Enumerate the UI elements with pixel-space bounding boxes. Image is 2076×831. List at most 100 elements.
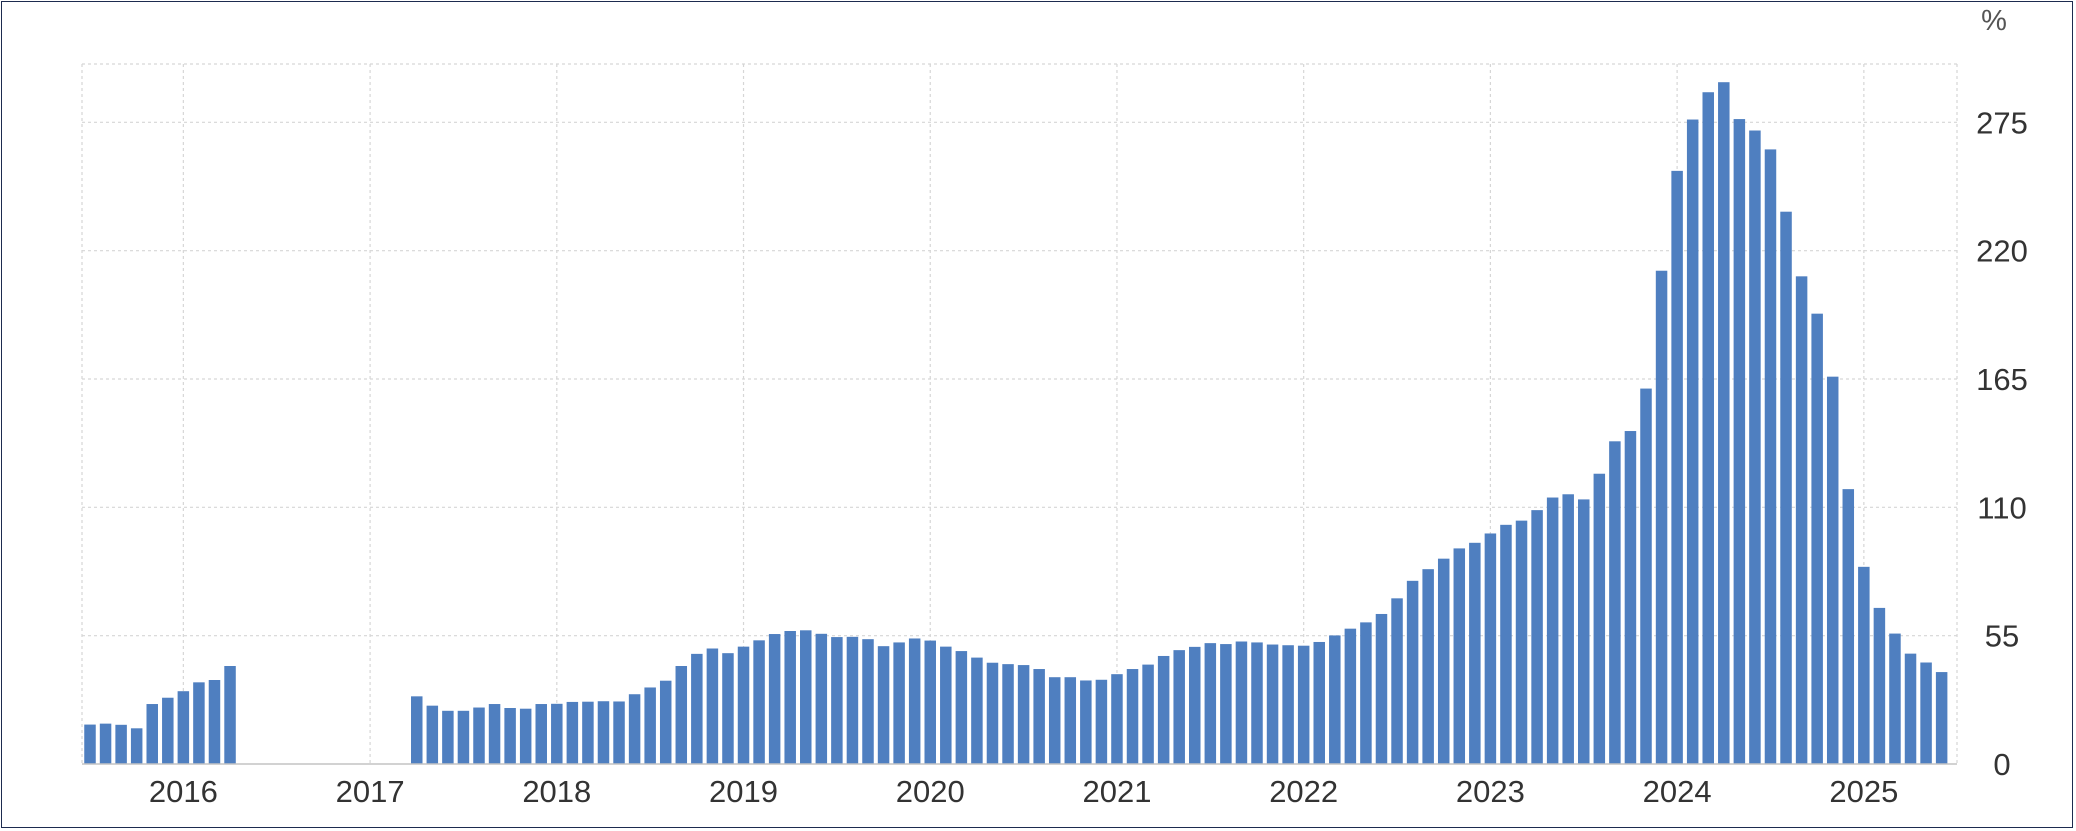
- bar[interactable]: [1935, 672, 1948, 764]
- bar[interactable]: [1313, 641, 1325, 764]
- bar[interactable]: [1126, 669, 1139, 764]
- bar[interactable]: [1749, 130, 1761, 765]
- bar[interactable]: [162, 697, 174, 764]
- bar[interactable]: [691, 653, 703, 764]
- bar[interactable]: [1842, 489, 1855, 764]
- bar[interactable]: [1002, 664, 1014, 764]
- bar[interactable]: [1624, 431, 1637, 764]
- bar[interactable]: [488, 704, 501, 764]
- bar[interactable]: [644, 687, 656, 764]
- bar[interactable]: [1826, 376, 1839, 764]
- bar[interactable]: [535, 704, 547, 764]
- bar[interactable]: [784, 631, 796, 764]
- bar[interactable]: [1297, 645, 1310, 764]
- bar[interactable]: [84, 724, 96, 764]
- bar[interactable]: [877, 646, 890, 764]
- bar[interactable]: [1780, 211, 1792, 764]
- bar[interactable]: [862, 639, 874, 764]
- bar[interactable]: [846, 636, 859, 764]
- bar[interactable]: [753, 640, 765, 764]
- bar[interactable]: [768, 634, 781, 764]
- bar[interactable]: [1718, 82, 1730, 764]
- bar[interactable]: [146, 704, 158, 764]
- bar[interactable]: [193, 682, 205, 764]
- bar[interactable]: [597, 701, 610, 764]
- bar[interactable]: [1889, 633, 1901, 764]
- bar[interactable]: [1873, 607, 1886, 764]
- bar[interactable]: [815, 633, 828, 764]
- bar[interactable]: [1173, 650, 1185, 764]
- bar[interactable]: [1640, 388, 1652, 764]
- bar[interactable]: [1406, 580, 1419, 764]
- bar[interactable]: [426, 705, 439, 764]
- bar[interactable]: [1329, 635, 1341, 764]
- bar[interactable]: [1360, 622, 1372, 764]
- bar[interactable]: [1469, 542, 1481, 764]
- bar[interactable]: [1811, 313, 1823, 764]
- bar[interactable]: [1562, 494, 1574, 764]
- bar[interactable]: [1095, 679, 1108, 764]
- bar[interactable]: [971, 657, 983, 764]
- bar[interactable]: [1484, 533, 1497, 764]
- bar[interactable]: [1795, 276, 1808, 764]
- bar[interactable]: [1500, 524, 1512, 764]
- bar[interactable]: [908, 638, 921, 764]
- bar[interactable]: [1453, 548, 1466, 764]
- bar[interactable]: [1064, 677, 1077, 764]
- bar[interactable]: [1017, 665, 1030, 764]
- bar[interactable]: [940, 646, 952, 764]
- bar[interactable]: [582, 701, 594, 764]
- bar[interactable]: [1764, 149, 1777, 764]
- bar[interactable]: [1437, 558, 1450, 764]
- bar[interactable]: [737, 646, 750, 764]
- bar[interactable]: [1515, 520, 1528, 764]
- bar[interactable]: [1578, 499, 1590, 764]
- bar[interactable]: [177, 691, 190, 764]
- bar[interactable]: [675, 666, 688, 764]
- bar[interactable]: [924, 640, 936, 764]
- bar[interactable]: [1531, 510, 1543, 764]
- bar[interactable]: [1048, 677, 1061, 764]
- bar[interactable]: [1733, 119, 1746, 764]
- bar[interactable]: [1111, 674, 1123, 764]
- bar[interactable]: [628, 694, 641, 764]
- bar[interactable]: [1344, 628, 1357, 764]
- bar[interactable]: [1609, 441, 1621, 764]
- bar[interactable]: [659, 680, 672, 764]
- bar[interactable]: [224, 666, 236, 764]
- bar[interactable]: [1235, 641, 1248, 765]
- bar[interactable]: [411, 696, 423, 764]
- bar[interactable]: [986, 662, 999, 764]
- bar[interactable]: [613, 701, 625, 764]
- bar[interactable]: [99, 723, 112, 764]
- bar[interactable]: [1655, 270, 1668, 764]
- bar[interactable]: [1204, 643, 1217, 764]
- bar[interactable]: [1282, 645, 1294, 764]
- bar[interactable]: [457, 710, 470, 764]
- bar[interactable]: [1686, 119, 1699, 764]
- bar[interactable]: [115, 724, 127, 764]
- bar[interactable]: [473, 707, 485, 764]
- bar[interactable]: [1189, 646, 1201, 764]
- bar[interactable]: [551, 703, 563, 764]
- bar[interactable]: [1220, 644, 1232, 764]
- bar[interactable]: [1391, 598, 1403, 764]
- bar[interactable]: [1080, 680, 1092, 764]
- bar[interactable]: [1920, 662, 1932, 765]
- bar[interactable]: [130, 728, 143, 764]
- bar[interactable]: [1142, 664, 1154, 764]
- bar[interactable]: [566, 701, 579, 764]
- bar[interactable]: [706, 648, 719, 765]
- bar[interactable]: [1858, 566, 1870, 764]
- bar[interactable]: [1251, 642, 1263, 764]
- bar[interactable]: [1033, 669, 1045, 764]
- bar[interactable]: [1422, 569, 1434, 764]
- bar[interactable]: [955, 651, 968, 764]
- bar[interactable]: [519, 708, 532, 764]
- bar[interactable]: [1671, 170, 1683, 764]
- bar[interactable]: [722, 653, 734, 764]
- bar[interactable]: [1593, 473, 1606, 764]
- bar[interactable]: [1904, 653, 1917, 764]
- bar[interactable]: [800, 630, 812, 764]
- bar[interactable]: [1157, 655, 1170, 764]
